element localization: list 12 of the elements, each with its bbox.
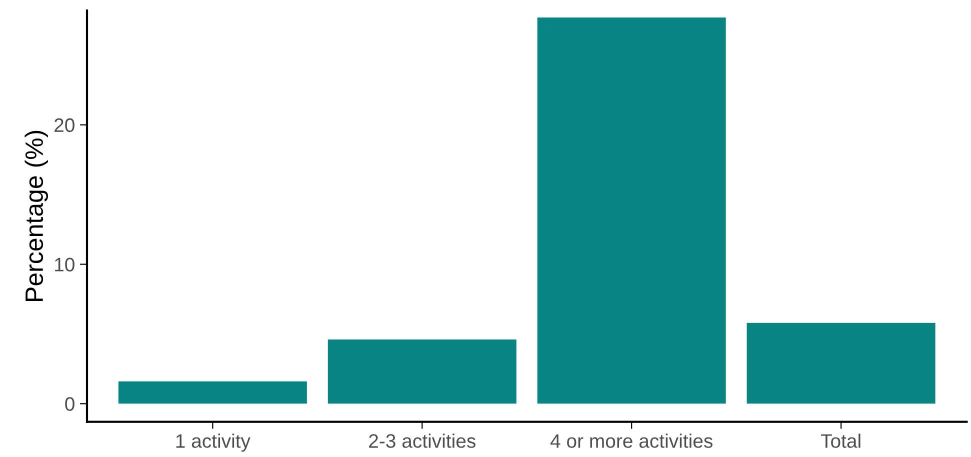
bar: [746, 322, 936, 404]
y-tick-label: 10: [55, 258, 74, 272]
y-axis-title: Percentage (%): [24, 130, 48, 301]
x-tick-label: Total: [820, 434, 860, 448]
x-tick-label: 1 activity: [176, 434, 250, 452]
y-tick-label: 0: [65, 397, 74, 411]
x-tick-label: 2-3 activities: [369, 434, 476, 448]
bar: [118, 381, 307, 404]
y-tick-label: 20: [54, 118, 74, 132]
bar: [328, 340, 516, 404]
x-tick-label: 4 or more activities: [550, 434, 712, 448]
bar: [537, 17, 726, 404]
